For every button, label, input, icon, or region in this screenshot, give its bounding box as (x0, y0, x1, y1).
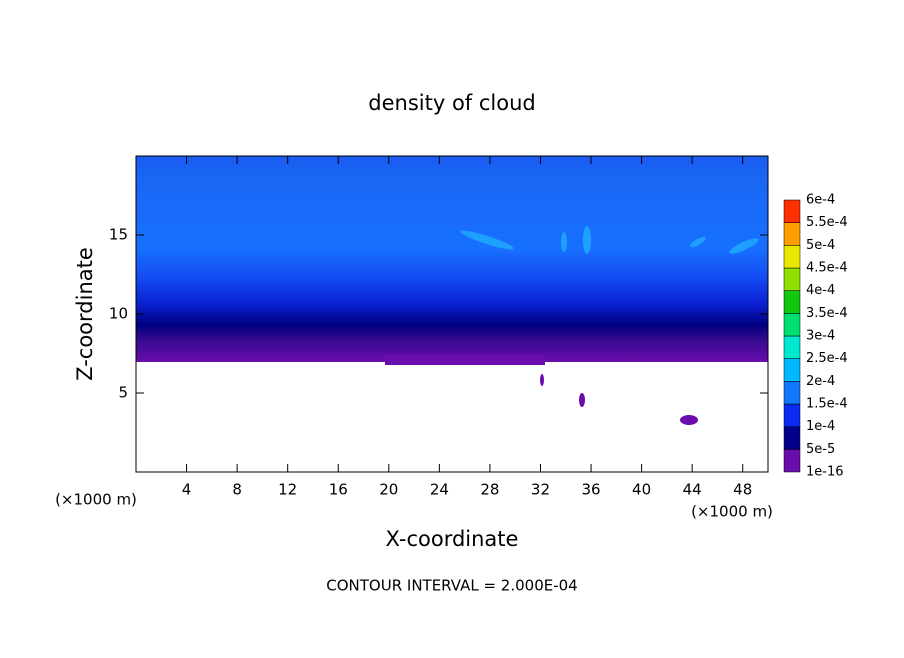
colorbar-segment (783, 381, 801, 405)
colorbar-segment (783, 403, 801, 427)
colorbar-label: 1e-16 (806, 465, 844, 480)
x-unit-left: (×1000 m) (55, 491, 137, 509)
contour-field (136, 156, 768, 425)
colorbar-label: 5e-4 (806, 238, 835, 253)
x-tick-label: 36 (581, 481, 600, 499)
x-tick-label: 20 (379, 481, 398, 499)
colorbar-segment (783, 199, 801, 223)
x-tick-label: 32 (531, 481, 550, 499)
colorbar-segment (783, 290, 801, 314)
colorbar-label: 2.5e-4 (806, 351, 848, 366)
x-tick-label: 8 (232, 481, 242, 499)
x-tick-label: 40 (632, 481, 651, 499)
colorbar-label: 6e-4 (806, 193, 835, 208)
x-tick-label: 4 (182, 481, 192, 499)
y-tick-label: 10 (109, 305, 128, 323)
colorbar-label: 4.5e-4 (806, 261, 848, 276)
footer-note: CONTOUR INTERVAL = 2.000E-04 (326, 577, 577, 595)
y-tick-label: 15 (109, 226, 128, 244)
colorbar-label: 1e-4 (806, 419, 835, 434)
x-tick-label: 24 (430, 481, 449, 499)
colorbar-label: 2e-4 (806, 374, 835, 389)
colorbar-label: 1.5e-4 (806, 397, 848, 412)
chart-title: density of cloud (368, 91, 535, 115)
y-tick-label: 5 (118, 384, 128, 402)
colorbar-segment (783, 449, 801, 473)
colorbar-label: 3e-4 (806, 329, 835, 344)
colorbar-segment (783, 267, 801, 291)
x-tick-label: 16 (329, 481, 348, 499)
y-axis-label: Z-coordinate (73, 247, 97, 381)
x-unit-right: (×1000 m) (691, 503, 773, 521)
colorbar-segment (783, 335, 801, 359)
colorbar-label: 4e-4 (806, 283, 835, 298)
x-axis-label: X-coordinate (386, 527, 519, 551)
colorbar-segment (783, 358, 801, 382)
x-tick-label: 44 (683, 481, 702, 499)
x-tick-label: 28 (480, 481, 499, 499)
colorbar-segment (783, 222, 801, 246)
colorbar-label: 5.5e-4 (806, 215, 848, 230)
colorbar-segment (783, 245, 801, 269)
colorbar-segment (783, 313, 801, 337)
x-tick-label: 48 (733, 481, 752, 499)
colorbar-label: 5e-5 (806, 442, 835, 457)
x-tick-label: 12 (278, 481, 297, 499)
colorbar-label: 3.5e-4 (806, 306, 848, 321)
colorbar-segment (783, 426, 801, 450)
